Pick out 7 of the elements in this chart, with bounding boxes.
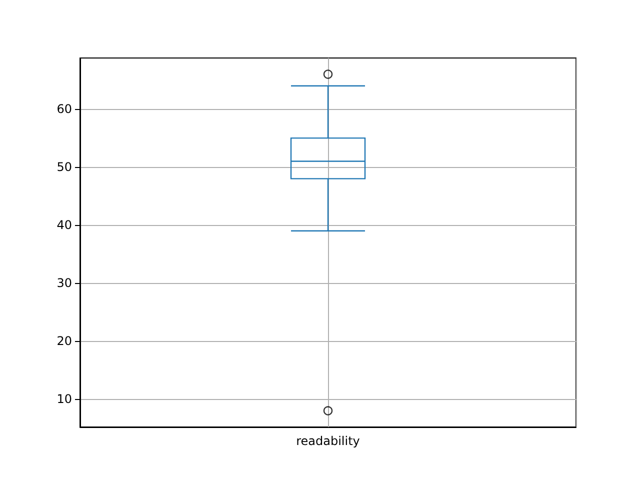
y-tick-label: 40: [56, 218, 72, 232]
y-tick-label: 60: [56, 102, 72, 116]
x-tick-label: readability: [296, 434, 360, 448]
y-tick-label: 20: [56, 334, 72, 348]
y-tick-label: 10: [56, 392, 72, 406]
y-tick-label: 50: [56, 160, 72, 174]
y-tick-label: 30: [56, 276, 72, 290]
